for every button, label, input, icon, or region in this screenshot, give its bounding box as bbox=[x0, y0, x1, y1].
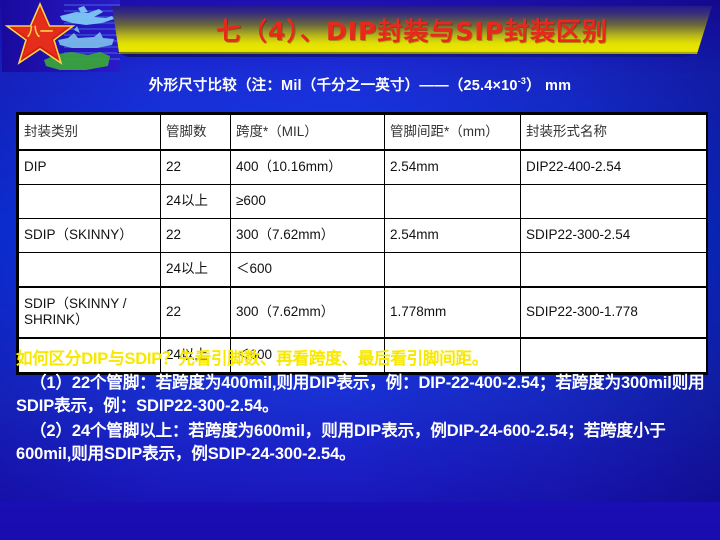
spec-table: 封装类别 管脚数 跨度*（MIL） 管脚间距*（mm） 封装形式名称 DIP 2… bbox=[18, 114, 707, 373]
tank-silhouette bbox=[44, 52, 110, 70]
cell-name bbox=[520, 252, 707, 288]
table-header-row: 封装类别 管脚数 跨度*（MIL） 管脚间距*（mm） 封装形式名称 bbox=[18, 114, 707, 151]
cell-pins: 22 bbox=[160, 218, 231, 253]
cell-span: ＜600 bbox=[230, 252, 385, 288]
cell-pins: 24以上 bbox=[160, 252, 231, 288]
cell-span: ≥600 bbox=[230, 184, 385, 219]
notes-heading: 如何区分DIP与SDIP？先看引脚数、再看跨度、最后看引脚间距。 bbox=[16, 350, 489, 368]
header-cell-pitch: 管脚间距*（mm） bbox=[384, 114, 521, 151]
slide-header: 八一 七（4）、DIP封装与SIP封装区别 bbox=[0, 0, 720, 72]
title-banner-shape bbox=[112, 6, 712, 54]
cell-type: SDIP（SKINNY） bbox=[18, 218, 161, 253]
subtitle-after: ） mm bbox=[526, 78, 572, 94]
svg-text:八一: 八一 bbox=[26, 25, 53, 40]
subtitle-exponent: -3 bbox=[517, 76, 527, 87]
cell-span: ＜600 bbox=[230, 337, 385, 373]
header-cell-span: 跨度*（MIL） bbox=[230, 114, 385, 151]
subtitle-before: 外形尺寸比较（注：Mil（千分之一英寸）——（25.4×10 bbox=[148, 78, 518, 94]
cell-type: DIP bbox=[18, 149, 161, 185]
cell-pitch: 2.54mm bbox=[384, 149, 521, 185]
page-title: 七（4）、DIP封装与SIP封装区别 bbox=[216, 17, 608, 46]
title-banner-shadow bbox=[116, 52, 703, 57]
table-row: 24以上 ＜600 bbox=[18, 252, 707, 288]
cell-type-line1: SDIP（SKINNY / bbox=[24, 296, 127, 312]
ship-silhouette bbox=[58, 26, 114, 48]
table-row: DIP 22 400（10.16mm） 2.54mm DIP22-400-2.5… bbox=[18, 149, 707, 185]
table-row: 24以上 ＜600 bbox=[18, 337, 707, 373]
table-row: SDIP（SKINNY / SHRINK） 22 300（7.62mm） 1.7… bbox=[18, 286, 707, 339]
notes-block: 如何区分DIP与SDIP？先看引脚数、再看跨度、最后看引脚间距。 （1）22个管… bbox=[16, 348, 708, 466]
pla-army-emblem-icon: 八一 bbox=[2, 0, 120, 72]
table-row: 24以上 ≥600 bbox=[18, 184, 707, 219]
cell-type bbox=[18, 252, 161, 288]
cell-type bbox=[18, 184, 161, 219]
cell-type-line2: SHRINK） bbox=[24, 312, 89, 327]
notes-line-1: （1）22个管脚：若跨度为400mil,则用DIP表示，例：DIP-22-400… bbox=[16, 373, 705, 416]
cell-pitch bbox=[384, 337, 521, 373]
cell-pitch bbox=[384, 252, 521, 288]
subtitle-line: 外形尺寸比较（注：Mil（千分之一英寸）——（25.4×10-3） mm bbox=[0, 74, 720, 95]
cell-name: SDIP22-300-1.778 bbox=[520, 286, 707, 339]
header-cell-pins: 管脚数 bbox=[160, 114, 231, 151]
cell-name bbox=[520, 184, 707, 219]
bottom-color-band bbox=[0, 502, 720, 540]
table-row: SDIP（SKINNY） 22 300（7.62mm） 2.54mm SDIP2… bbox=[18, 218, 707, 253]
header-cell-name: 封装形式名称 bbox=[520, 114, 707, 151]
cell-name: SDIP22-300-2.54 bbox=[520, 218, 707, 253]
cell-pins: 24以上 bbox=[160, 184, 231, 219]
cell-type bbox=[18, 337, 161, 373]
red-star: 八一 bbox=[4, 1, 76, 65]
cell-span: 300（7.62mm） bbox=[230, 286, 385, 339]
cell-pitch: 1.778mm bbox=[384, 286, 521, 339]
cell-pins: 24以上 bbox=[160, 337, 231, 373]
cell-span: 300（7.62mm） bbox=[230, 218, 385, 253]
spec-table-container: 封装类别 管脚数 跨度*（MIL） 管脚间距*（mm） 封装形式名称 DIP 2… bbox=[16, 112, 708, 375]
cell-pins: 22 bbox=[160, 149, 231, 185]
cell-pins: 22 bbox=[160, 286, 231, 339]
notes-line-2: （2）24个管脚以上：若跨度为600mil，则用DIP表示，例DIP-24-60… bbox=[16, 421, 666, 464]
cell-name bbox=[520, 337, 707, 373]
cell-span: 400（10.16mm） bbox=[230, 149, 385, 185]
header-cell-type: 封装类别 bbox=[18, 114, 161, 151]
cell-pitch bbox=[384, 184, 521, 219]
cell-type: SDIP（SKINNY / SHRINK） bbox=[18, 286, 161, 339]
cell-pitch: 2.54mm bbox=[384, 218, 521, 253]
cell-name: DIP22-400-2.54 bbox=[520, 149, 707, 185]
aircraft-silhouette bbox=[60, 6, 114, 25]
